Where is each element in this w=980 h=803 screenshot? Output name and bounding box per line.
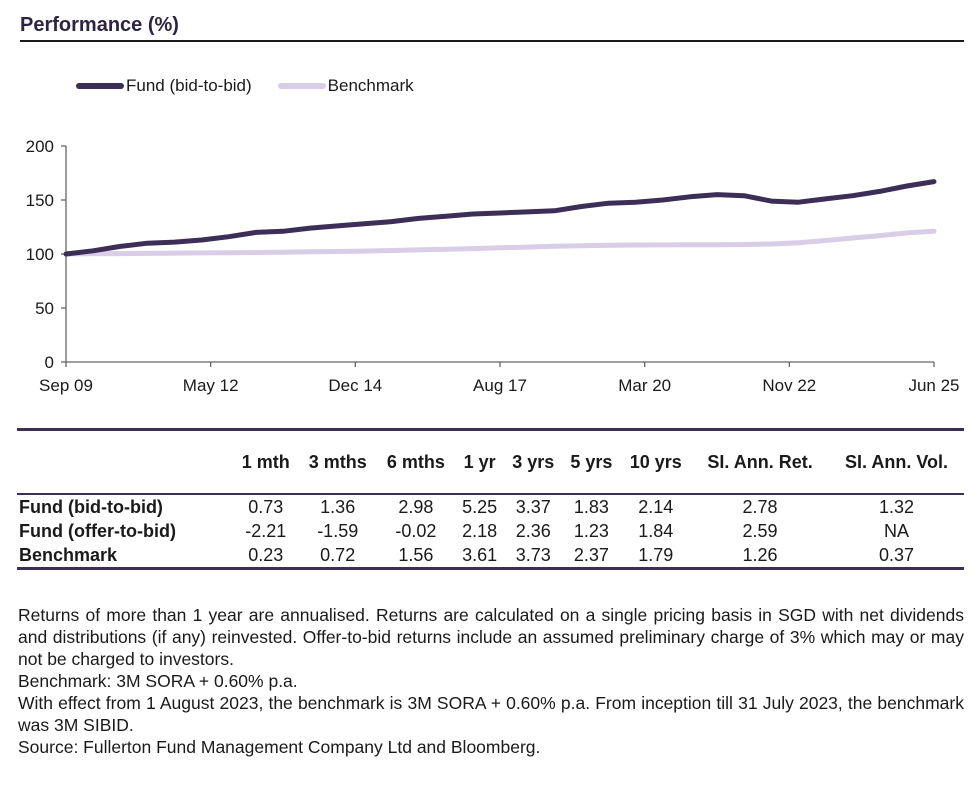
- notes: Returns of more than 1 year are annualis…: [18, 604, 964, 758]
- table-cell: NA: [883, 521, 909, 541]
- table-cell: -2.21: [245, 521, 287, 541]
- table-cell: 2.36: [515, 521, 551, 541]
- note-paragraph: With effect from 1 August 2023, the benc…: [18, 693, 964, 735]
- note-paragraph: Returns of more than 1 year are annualis…: [18, 605, 964, 669]
- table-cell: 5.25: [462, 497, 498, 517]
- table-cell: 1.26: [742, 545, 778, 565]
- legend-label-fund: Fund (bid-to-bid): [126, 76, 252, 95]
- table-cell: 1.32: [878, 497, 915, 517]
- table-cell: 3.61: [462, 545, 498, 565]
- table-row-label: Fund (offer-to-bid): [19, 521, 176, 541]
- table-cell: 1.83: [573, 497, 609, 517]
- y-tick-label: 150: [26, 191, 54, 210]
- x-tick-label: May 12: [183, 376, 239, 395]
- fund-series-line: [63, 179, 937, 257]
- table-cell: -1.59: [317, 521, 359, 541]
- y-tick-label: 200: [26, 137, 54, 156]
- table-header-cell: SI. Ann. Vol.: [844, 452, 948, 472]
- table-cell: 1.56: [398, 545, 434, 565]
- table-row: Fund (offer-to-bid) -2.21 -1.59 -0.02 2.18 2.…: [17, 519, 964, 543]
- table-cell: 2.18: [462, 521, 498, 541]
- table-cell: 1.36: [320, 497, 356, 517]
- table-header-row: 1 mth 3 mths 6 mths 1 yr 3 yrs 5 yrs 10 yrs SI.…: [17, 430, 964, 495]
- table-cell: 1.23: [573, 521, 609, 541]
- table-header-cell: 5 yrs: [570, 452, 613, 472]
- table-cell: 0.72: [320, 545, 356, 565]
- table-header-cell: 6 mths: [386, 452, 445, 472]
- chart-legend: Fund (bid-to-bid) Benchmark: [76, 76, 440, 96]
- note-paragraph: Benchmark: 3M SORA + 0.60% p.a.: [18, 671, 298, 691]
- table-body: Fund (bid-to-bid) 0.73 1.36 2.98 5.25 3.37 1.8…: [17, 494, 964, 569]
- table-header-cell: 3 mths: [308, 452, 367, 472]
- table-row-label: Fund (bid-to-bid): [19, 497, 163, 517]
- section-title: Performance (%): [20, 14, 964, 42]
- legend-label-benchmark: Benchmark: [327, 76, 414, 95]
- table-cell: 3.73: [515, 545, 551, 565]
- table-cell: 2.98: [398, 497, 434, 517]
- performance-line-chart: 0 50 100 150 200 Sep 09 May 12 Dec 14 Aug 17 Mar …: [26, 137, 960, 395]
- table-header-cell: 3 yrs: [512, 452, 555, 472]
- table-row-label: Benchmark: [19, 545, 118, 565]
- y-tick-label: 0: [45, 353, 54, 372]
- table-cell: 2.78: [742, 497, 778, 517]
- x-tick-label: Jun 25: [908, 376, 959, 395]
- x-tick-label: Sep 09: [39, 376, 93, 395]
- x-tick-label: Mar 20: [618, 376, 671, 395]
- table-cell: 2.14: [638, 497, 674, 517]
- table-cell: 1.84: [638, 521, 674, 541]
- legend-item-fund: Fund (bid-to-bid): [76, 76, 252, 96]
- x-tick-label: Dec 14: [328, 376, 382, 395]
- table-cell: 0.73: [248, 497, 284, 517]
- legend-item-benchmark: Benchmark: [277, 76, 414, 96]
- table-header-blank: [17, 430, 233, 495]
- table-cell: 2.59: [742, 521, 778, 541]
- table-header-cell: 10 yrs: [629, 452, 682, 472]
- table-header-cell: 1 mth: [241, 452, 290, 472]
- table-cell: 1.79: [638, 545, 674, 565]
- benchmark-series-line: [63, 228, 937, 257]
- y-tick-label: 100: [26, 245, 54, 264]
- table-cell: 3.37: [515, 497, 551, 517]
- legend-swatch-fund: [76, 83, 124, 89]
- table-row: Fund (bid-to-bid) 0.73 1.36 2.98 5.25 3.37 1.8…: [17, 494, 964, 519]
- table-cell: 2.37: [573, 545, 609, 565]
- table-cell: 0.37: [878, 545, 915, 565]
- table-cell: -0.02: [395, 521, 437, 541]
- performance-table: 1 mth 3 mths 6 mths 1 yr 3 yrs 5 yrs 10 yrs SI.…: [17, 428, 964, 570]
- table-header-cell: 1 yr: [463, 452, 496, 472]
- note-paragraph: Source: Fullerton Fund Management Compan…: [18, 737, 541, 757]
- table-header-cell: SI. Ann. Ret.: [707, 452, 813, 472]
- y-tick-label: 50: [35, 299, 54, 318]
- table-cell: 0.23: [248, 545, 284, 565]
- x-tick-label: Nov 22: [762, 376, 816, 395]
- x-tick-label: Aug 17: [473, 376, 527, 395]
- legend-swatch-benchmark: [277, 83, 326, 89]
- table-row: Benchmark 0.23 0.72 1.56 3.61 3.73 2.37 1.79 1.2…: [17, 543, 964, 569]
